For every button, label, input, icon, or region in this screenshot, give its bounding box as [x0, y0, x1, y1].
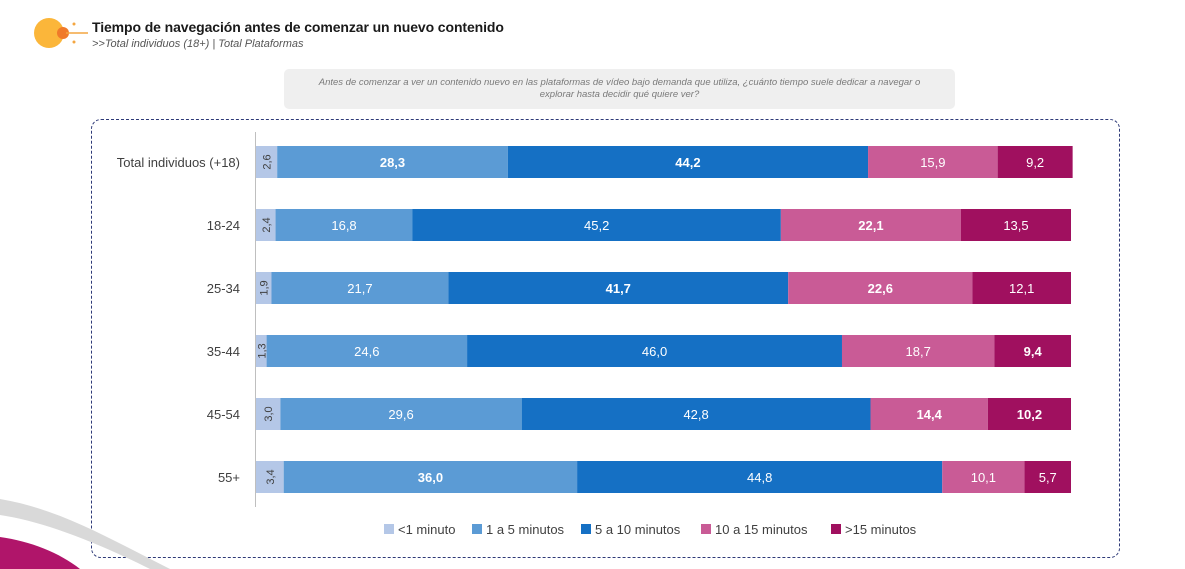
chart-subtitle: >>Total individuos (18+) | Total Platafo…	[92, 38, 304, 50]
data-label: 44,8	[747, 470, 772, 485]
data-label: 36,0	[418, 470, 443, 485]
legend-swatch	[701, 524, 711, 534]
data-label: 10,1	[971, 470, 996, 485]
data-label: 24,6	[354, 344, 379, 359]
data-label: 29,6	[388, 407, 413, 422]
bar-segment	[271, 272, 449, 304]
bar-segment	[256, 272, 272, 304]
category-label: 35-44	[207, 344, 240, 359]
bar-segment	[868, 146, 998, 178]
bar-segment	[283, 461, 578, 493]
bar-segment	[280, 398, 522, 430]
legend-swatch	[384, 524, 394, 534]
bar-segment	[577, 461, 943, 493]
chart-frame	[91, 119, 1120, 558]
bar-segment	[256, 461, 284, 493]
legend-label: 1 a 5 minutos	[486, 522, 565, 537]
bar-segment	[256, 398, 281, 430]
bar-segment	[448, 272, 789, 304]
bar-segment	[788, 272, 973, 304]
data-label: 9,4	[1024, 344, 1043, 359]
bar-segment	[277, 146, 508, 178]
data-label: 18,7	[906, 344, 931, 359]
bar-segment	[256, 146, 278, 178]
data-label: 12,1	[1009, 281, 1034, 296]
bar-segment	[256, 335, 267, 367]
data-label: 41,7	[606, 281, 631, 296]
data-label: 5,7	[1039, 470, 1057, 485]
data-label: 21,7	[347, 281, 372, 296]
brand-logo	[34, 18, 88, 48]
data-label: 16,8	[331, 218, 356, 233]
bar-segment	[507, 146, 869, 178]
decorative-corner-band	[0, 499, 170, 569]
legend-swatch	[581, 524, 591, 534]
data-label: 10,2	[1017, 407, 1042, 422]
bar-segment	[997, 146, 1073, 178]
data-label: 28,3	[380, 155, 405, 170]
data-label: 14,4	[917, 407, 943, 422]
category-label: 45-54	[207, 407, 240, 422]
bar-segment	[256, 209, 276, 241]
category-label: 55+	[218, 470, 240, 485]
bar-segment	[994, 335, 1071, 367]
bar-segment	[987, 398, 1071, 430]
data-label: 13,5	[1003, 218, 1028, 233]
category-label: 18-24	[207, 218, 240, 233]
bar-segment	[412, 209, 781, 241]
category-label: 25-34	[207, 281, 240, 296]
legend-label: <1 minuto	[398, 522, 455, 537]
data-label: 1,9	[259, 280, 271, 295]
data-label: 3,0	[263, 406, 275, 421]
bar-segment	[942, 461, 1025, 493]
data-label: 44,2	[675, 155, 700, 170]
data-label: 45,2	[584, 218, 609, 233]
category-label: Total individuos (+18)	[117, 155, 240, 170]
legend-label: 10 a 15 minutos	[715, 522, 808, 537]
data-label: 15,9	[920, 155, 945, 170]
bar-segment	[1024, 461, 1071, 493]
data-label: 2,6	[262, 154, 274, 169]
legend-label: 5 a 10 minutos	[595, 522, 681, 537]
data-label: 22,1	[858, 218, 883, 233]
data-label: 46,0	[642, 344, 667, 359]
bar-segment	[780, 209, 961, 241]
survey-question: Antes de comenzar a ver un contenido nue…	[284, 69, 955, 109]
legend-swatch	[831, 524, 841, 534]
bar-segment	[467, 335, 842, 367]
bar-segment	[275, 209, 413, 241]
legend-label: >15 minutos	[845, 522, 917, 537]
data-label: 3,4	[265, 469, 277, 484]
legend-swatch	[472, 524, 482, 534]
data-label: 2,4	[261, 217, 273, 232]
bar-segment	[521, 398, 871, 430]
bar-segment	[870, 398, 988, 430]
bar-segment	[841, 335, 995, 367]
data-label: 9,2	[1026, 155, 1044, 170]
data-label: 22,6	[868, 281, 893, 296]
bar-segment	[266, 335, 468, 367]
bar-segment	[972, 272, 1071, 304]
chart-title: Tiempo de navegación antes de comenzar u…	[92, 19, 504, 35]
data-label: 1,3	[256, 343, 268, 358]
data-label: 42,8	[683, 407, 708, 422]
bar-segment	[960, 209, 1071, 241]
